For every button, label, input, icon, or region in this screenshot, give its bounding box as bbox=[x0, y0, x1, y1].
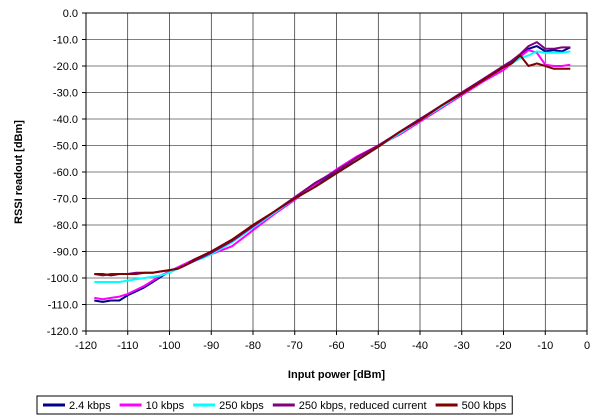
legend: 2.4 kbps 10 kbps 250 kbps 250 kbps, reduced… bbox=[36, 395, 513, 415]
y-tick-label: -90.0 bbox=[53, 247, 78, 259]
legend-label: 250 kbps bbox=[219, 400, 264, 412]
x-tick-label: -20 bbox=[496, 340, 512, 352]
series-group bbox=[94, 41, 571, 303]
ticks: -120 -110 -100 -90 -80 -70 -60 -50 -40 -30 -20 -10 0… bbox=[47, 8, 590, 352]
x-tick-label: -100 bbox=[158, 340, 180, 352]
x-tick-label: -80 bbox=[245, 340, 261, 352]
y-tick-label: -110.0 bbox=[48, 300, 78, 312]
legend-label: 250 kbps, reduced current bbox=[299, 400, 427, 412]
y-tick-label: 0.0 bbox=[63, 8, 78, 20]
x-tick-label: -50 bbox=[370, 340, 386, 352]
legend-label: 500 kbps bbox=[462, 400, 507, 412]
y-tick-label: -30.0 bbox=[53, 88, 78, 100]
x-tick-label: -90 bbox=[203, 340, 219, 352]
x-tick-label: -40 bbox=[412, 340, 428, 352]
x-tick-label: -120 bbox=[75, 340, 97, 352]
legend-label: 2.4 kbps bbox=[69, 400, 111, 412]
y-tick-label: -50.0 bbox=[53, 141, 78, 153]
legend-label: 10 kbps bbox=[146, 400, 185, 412]
y-tick-label: -120.0 bbox=[47, 326, 78, 338]
y-tick-label: -20.0 bbox=[53, 61, 78, 73]
series-line-500-kbps bbox=[94, 54, 571, 277]
y-axis-title: RSSI readout [dBm] bbox=[13, 120, 25, 224]
series-line-250-kbps bbox=[94, 50, 571, 283]
x-tick-label: -110 bbox=[117, 340, 138, 352]
x-tick-label: 0 bbox=[584, 340, 590, 352]
x-tick-label: -70 bbox=[287, 340, 303, 352]
x-axis-title: Input power [dBm] bbox=[288, 369, 385, 381]
y-tick-label: -70.0 bbox=[53, 194, 78, 206]
plot-frame bbox=[85, 12, 588, 332]
x-tick-label: -10 bbox=[537, 340, 553, 352]
x-tick-label: -60 bbox=[329, 340, 345, 352]
y-tick-label: -10.0 bbox=[53, 35, 78, 47]
y-tick-label: -60.0 bbox=[53, 167, 78, 179]
series-line-250-kbps-reduced-current bbox=[94, 41, 571, 277]
x-tick-label: -30 bbox=[454, 340, 470, 352]
y-tick-label: -80.0 bbox=[53, 220, 78, 232]
y-tick-label: -40.0 bbox=[53, 114, 78, 126]
y-tick-label: -100.0 bbox=[47, 273, 78, 285]
